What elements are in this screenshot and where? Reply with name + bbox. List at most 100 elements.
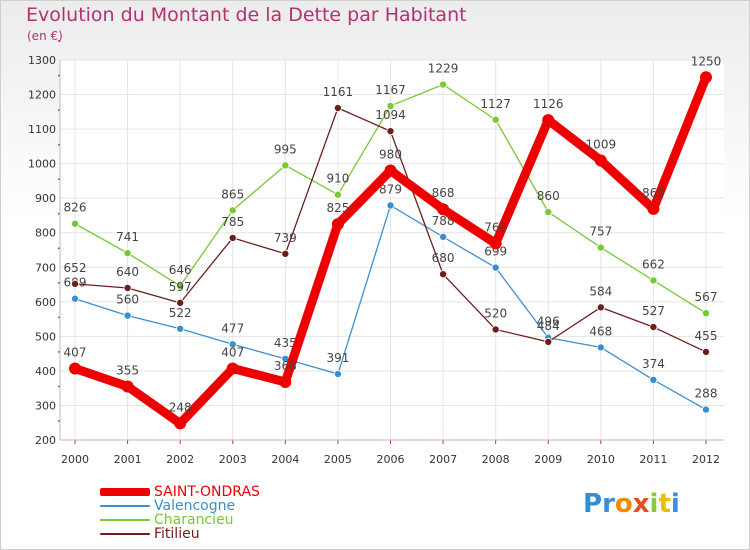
data-point <box>489 237 502 250</box>
data-point <box>123 249 132 258</box>
legend-label: Valencogne <box>154 497 236 514</box>
data-label: 640 <box>116 265 139 279</box>
brand-logo: Proxiti <box>583 489 680 519</box>
data-label: 567 <box>695 290 718 304</box>
data-point <box>439 80 448 89</box>
data-label: 522 <box>169 306 192 320</box>
data-label: 741 <box>116 230 139 244</box>
data-point <box>386 201 395 210</box>
data-point <box>491 325 500 334</box>
y-tick-label: 1000 <box>28 158 56 171</box>
y-tick-label: 700 <box>35 261 56 274</box>
legend-swatch <box>100 488 150 496</box>
y-tick-label: 1200 <box>28 89 56 102</box>
data-point <box>702 347 711 356</box>
data-label: 769 <box>484 220 507 234</box>
data-label: 520 <box>484 306 507 320</box>
data-label: 680 <box>432 251 455 265</box>
data-label: 407 <box>64 345 87 359</box>
data-point <box>121 380 134 393</box>
data-label: 391 <box>326 351 349 365</box>
x-tick-label: 2009 <box>534 453 562 466</box>
data-label: 435 <box>274 336 297 350</box>
legend-item: SAINT-ONDRAS <box>100 485 260 499</box>
data-point <box>596 343 605 352</box>
x-tick-label: 2000 <box>61 453 89 466</box>
data-point <box>544 337 553 346</box>
data-label: 785 <box>221 215 244 229</box>
data-label: 652 <box>64 261 87 275</box>
brand-letter: x <box>632 489 650 519</box>
data-label: 407 <box>221 345 244 359</box>
data-label: 477 <box>221 321 244 335</box>
data-point <box>333 190 342 199</box>
legend-swatch <box>100 519 150 521</box>
data-point <box>71 279 80 288</box>
data-point <box>228 340 237 349</box>
data-label: 374 <box>642 357 665 371</box>
data-point <box>386 127 395 136</box>
data-label: 1229 <box>428 62 459 76</box>
data-label: 995 <box>274 142 297 156</box>
data-point <box>174 417 187 430</box>
data-point <box>491 115 500 124</box>
data-point <box>281 249 290 258</box>
y-tick-label: 300 <box>35 399 56 412</box>
data-point <box>384 164 397 177</box>
data-label: 368 <box>274 359 297 373</box>
data-label: 910 <box>326 172 349 186</box>
brand-letter: i <box>670 489 680 519</box>
data-label: 868 <box>432 186 455 200</box>
legend-label: Fitilieu <box>154 525 200 542</box>
y-tick-label: 1100 <box>28 123 56 136</box>
data-point <box>596 243 605 252</box>
data-label: 662 <box>642 257 665 271</box>
legend-item: Charancieu <box>100 513 260 527</box>
data-label: 288 <box>695 387 718 401</box>
data-label: 597 <box>169 280 192 294</box>
data-label: 584 <box>589 284 612 298</box>
legend-item: Valencogne <box>100 499 260 513</box>
x-tick-label: 2004 <box>271 453 299 466</box>
data-label: 860 <box>537 189 560 203</box>
data-point <box>437 203 450 216</box>
x-tick-label: 2006 <box>377 453 405 466</box>
data-point <box>647 202 660 215</box>
data-label: 1127 <box>480 97 511 111</box>
plot-area <box>60 60 724 440</box>
data-label: 646 <box>169 263 192 277</box>
brand-letter: t <box>658 489 671 519</box>
legend-item: Fitilieu <box>100 527 260 541</box>
data-point <box>176 324 185 333</box>
data-point <box>491 263 500 272</box>
data-point <box>333 370 342 379</box>
x-tick-label: 2003 <box>219 453 247 466</box>
x-tick-label: 2002 <box>166 453 194 466</box>
chart-title: Evolution du Montant de la Dette par Hab… <box>26 4 467 26</box>
data-label: 527 <box>642 304 665 318</box>
data-point <box>702 309 711 318</box>
data-label: 739 <box>274 231 297 245</box>
data-label: 484 <box>537 319 560 333</box>
data-label: 825 <box>326 201 349 215</box>
x-tick-label: 2001 <box>114 453 142 466</box>
data-label: 1094 <box>375 108 406 122</box>
y-tick-label: 1300 <box>28 54 56 67</box>
data-point <box>596 303 605 312</box>
data-point <box>542 114 555 127</box>
data-point <box>702 405 711 414</box>
data-point <box>281 161 290 170</box>
data-point <box>176 281 185 290</box>
data-label: 980 <box>379 148 402 162</box>
legend-swatch <box>100 505 150 507</box>
data-label: 1009 <box>586 138 617 152</box>
data-label: 455 <box>695 329 718 343</box>
data-point <box>279 375 292 388</box>
data-point <box>386 101 395 110</box>
legend-label: SAINT-ONDRAS <box>154 483 260 500</box>
data-label: 468 <box>589 324 612 338</box>
data-point <box>649 323 658 332</box>
data-point <box>228 206 237 215</box>
data-point <box>649 375 658 384</box>
data-point <box>69 362 81 375</box>
